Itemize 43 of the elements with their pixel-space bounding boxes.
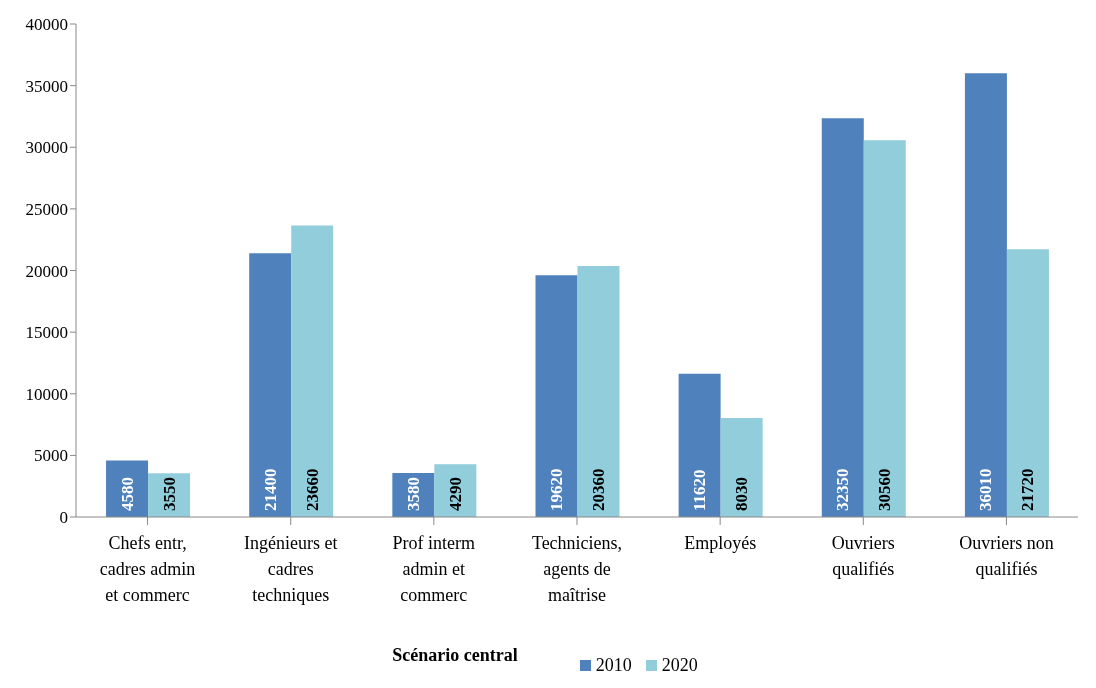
y-tick-label: 25000 <box>25 199 68 219</box>
x-tick-label: Techniciens, agents de maîtrise <box>531 533 623 605</box>
bar <box>821 118 864 517</box>
y-tick-label: 20000 <box>25 261 68 281</box>
data-label: 20360 <box>588 468 608 511</box>
data-label: 21720 <box>1018 468 1038 511</box>
y-tick-label: 35000 <box>25 76 68 96</box>
data-label: 3580 <box>403 477 423 511</box>
bar <box>863 140 906 517</box>
data-label: 30560 <box>875 468 895 511</box>
data-label: 4290 <box>445 477 465 511</box>
bar <box>291 225 334 517</box>
y-tick-label: 15000 <box>25 323 68 343</box>
data-label: 32350 <box>833 468 853 511</box>
x-tick-label: Prof interm admin et commerc <box>392 533 476 605</box>
x-tick-label: Employés <box>684 533 757 553</box>
x-tick-label: Chefs entr, cadres admin et commerc <box>99 533 196 605</box>
bar <box>535 275 578 517</box>
legend-label: 2010 <box>594 655 632 676</box>
data-label: 11620 <box>690 469 710 511</box>
data-label: 3550 <box>159 477 179 511</box>
data-label: 23660 <box>302 468 322 511</box>
data-label: 8030 <box>732 477 752 511</box>
x-tick-label: Ouvriers qualifiés <box>831 533 895 579</box>
legend-label: 2020 <box>660 655 698 676</box>
y-tick-label: 0 <box>59 508 68 528</box>
bar <box>964 73 1007 517</box>
x-tick-label: Ingénieurs et cadres techniques <box>243 533 338 605</box>
y-tick-label: 10000 <box>25 384 68 404</box>
data-label: 19620 <box>546 468 566 511</box>
x-tick-label: Ouvriers non qualifiés <box>959 533 1054 579</box>
bar <box>678 373 721 517</box>
bar <box>1006 249 1049 517</box>
bar <box>577 266 620 517</box>
data-label: 21400 <box>260 468 280 511</box>
y-tick-label: 5000 <box>34 446 68 466</box>
y-tick-label: 40000 <box>25 15 68 35</box>
data-label: 36010 <box>976 468 996 511</box>
bar <box>720 418 763 517</box>
y-tick-label: 30000 <box>25 138 68 158</box>
legend-title: Scénario central <box>392 645 518 666</box>
data-label: 4580 <box>117 477 137 511</box>
bar <box>249 253 292 517</box>
